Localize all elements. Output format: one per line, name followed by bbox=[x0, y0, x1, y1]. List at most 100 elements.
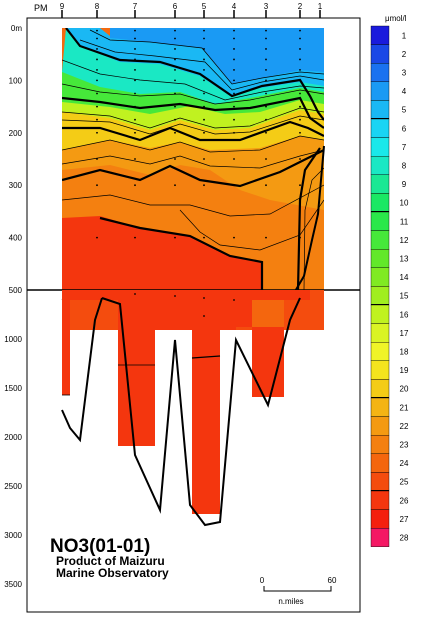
colorbar-swatch-4 bbox=[370, 81, 390, 101]
station-labels: 9 8 7 6 5 4 3 2 1 bbox=[60, 2, 323, 11]
colorbar-label-9: 9 bbox=[402, 180, 407, 189]
colorbar-label-8: 8 bbox=[402, 162, 407, 171]
sample-point bbox=[299, 118, 301, 121]
colorbar-swatch-8 bbox=[370, 155, 390, 175]
sample-point bbox=[203, 105, 205, 108]
sample-point bbox=[233, 69, 235, 71]
colorbar-label-5: 5 bbox=[402, 106, 407, 115]
colorbar-label-4: 4 bbox=[402, 87, 407, 96]
band-5 bbox=[66, 28, 324, 96]
sample-point bbox=[203, 184, 205, 187]
sample-point bbox=[96, 236, 98, 239]
scale-bar-unit: n.miles bbox=[278, 597, 303, 606]
credit-line-1: Product of Maizuru bbox=[56, 554, 165, 568]
sample-point bbox=[174, 118, 176, 121]
depth-label-upper-400: 400 bbox=[9, 234, 23, 243]
colorbar-swatch-24 bbox=[370, 453, 390, 473]
colorbar-swatch-5 bbox=[370, 100, 390, 120]
scale-bar: 0 60 n.miles bbox=[260, 576, 337, 606]
colorbar-swatch-3 bbox=[370, 63, 390, 83]
depth-axis-labels: 0m 100 200 300 400 500 1000 1500 2000 2500 3000 350… bbox=[4, 24, 22, 589]
sample-point bbox=[233, 79, 235, 82]
colorbar-swatch-12 bbox=[370, 230, 390, 250]
contour-right-edge bbox=[296, 147, 321, 290]
sample-point bbox=[203, 48, 205, 50]
sample-point bbox=[299, 236, 301, 239]
colorbar-swatch-1 bbox=[370, 25, 390, 45]
sample-point bbox=[174, 184, 176, 187]
sample-point bbox=[174, 79, 176, 82]
colorbar-label-23: 23 bbox=[400, 441, 409, 450]
colorbar-swatch-20 bbox=[370, 379, 390, 399]
colorbar-label-28: 28 bbox=[400, 534, 409, 543]
colorbar-label-18: 18 bbox=[400, 348, 409, 357]
sample-point bbox=[174, 29, 176, 32]
contour-thin-4 bbox=[62, 83, 324, 105]
depth-label-upper-100: 100 bbox=[9, 76, 23, 85]
sample-point bbox=[265, 58, 267, 61]
colorbar-swatch-23 bbox=[370, 435, 390, 455]
sample-point bbox=[174, 48, 176, 50]
colorbar: 1234567891011121314151617181920212223242… bbox=[370, 25, 409, 548]
sample-point bbox=[233, 92, 235, 95]
sample-point bbox=[174, 58, 176, 61]
band-16 bbox=[62, 98, 324, 130]
sample-point bbox=[233, 29, 235, 32]
colorbar-label-17: 17 bbox=[400, 329, 409, 338]
colorbar-label-1: 1 bbox=[402, 31, 407, 40]
colorbar-label-2: 2 bbox=[402, 50, 407, 59]
sample-point bbox=[203, 37, 205, 40]
sample-point bbox=[96, 79, 98, 82]
depth-label-upper-0: 0m bbox=[11, 24, 22, 33]
station-label-8: 8 bbox=[95, 2, 100, 11]
lower-contour-left bbox=[61, 297, 103, 443]
colorbar-swatch-17 bbox=[370, 323, 390, 343]
sample-point bbox=[96, 58, 98, 61]
contour-right-inner bbox=[303, 167, 324, 290]
contour-25 bbox=[99, 216, 264, 290]
contour-thin-5 bbox=[62, 107, 324, 129]
sample-point bbox=[233, 105, 235, 108]
sample-point bbox=[299, 48, 301, 50]
sample-point bbox=[134, 58, 136, 61]
sample-point bbox=[96, 158, 98, 160]
sample-point bbox=[96, 69, 98, 71]
sample-point bbox=[134, 236, 136, 239]
lower-sample-points bbox=[134, 293, 235, 317]
colorbar-label-7: 7 bbox=[402, 143, 407, 152]
band-19 bbox=[62, 108, 324, 150]
depth-label-lower-3000: 3000 bbox=[4, 531, 22, 540]
sample-point bbox=[233, 37, 235, 40]
colorbar-label-6: 6 bbox=[402, 124, 407, 133]
colorbar-swatch-11 bbox=[370, 211, 390, 231]
colorbar-swatch-25 bbox=[370, 472, 390, 492]
sample-point bbox=[203, 29, 205, 32]
colorbar-swatch-2 bbox=[370, 44, 390, 64]
colorbar-swatch-26 bbox=[370, 490, 390, 510]
station-label-9: 9 bbox=[60, 2, 65, 11]
sample-point bbox=[134, 293, 136, 295]
depth-label-lower-2000: 2000 bbox=[4, 433, 22, 442]
contour-15 bbox=[62, 120, 324, 142]
colorbar-label-24: 24 bbox=[400, 459, 409, 468]
sample-point bbox=[265, 158, 267, 160]
lower-deep-fill-2 bbox=[94, 290, 310, 514]
lower-left-column bbox=[62, 290, 94, 300]
depth-label-upper-300: 300 bbox=[9, 181, 23, 190]
sample-point bbox=[265, 48, 267, 50]
station-axis-label: PM bbox=[34, 3, 48, 13]
sample-point bbox=[265, 29, 267, 32]
sample-point bbox=[299, 92, 301, 95]
contour-thin-10 bbox=[179, 199, 324, 251]
sample-point bbox=[203, 58, 205, 61]
sample-point bbox=[265, 79, 267, 82]
band-8 bbox=[62, 28, 324, 104]
sample-point bbox=[134, 131, 136, 134]
scale-bar-start: 0 bbox=[260, 576, 265, 585]
sample-point bbox=[233, 118, 235, 121]
colorbar-label-14: 14 bbox=[400, 273, 409, 282]
sample-point bbox=[96, 105, 98, 108]
chart-title: NO3(01-01) bbox=[50, 536, 150, 557]
sample-point bbox=[299, 105, 301, 108]
depth-label-lower-2500: 2500 bbox=[4, 482, 22, 491]
